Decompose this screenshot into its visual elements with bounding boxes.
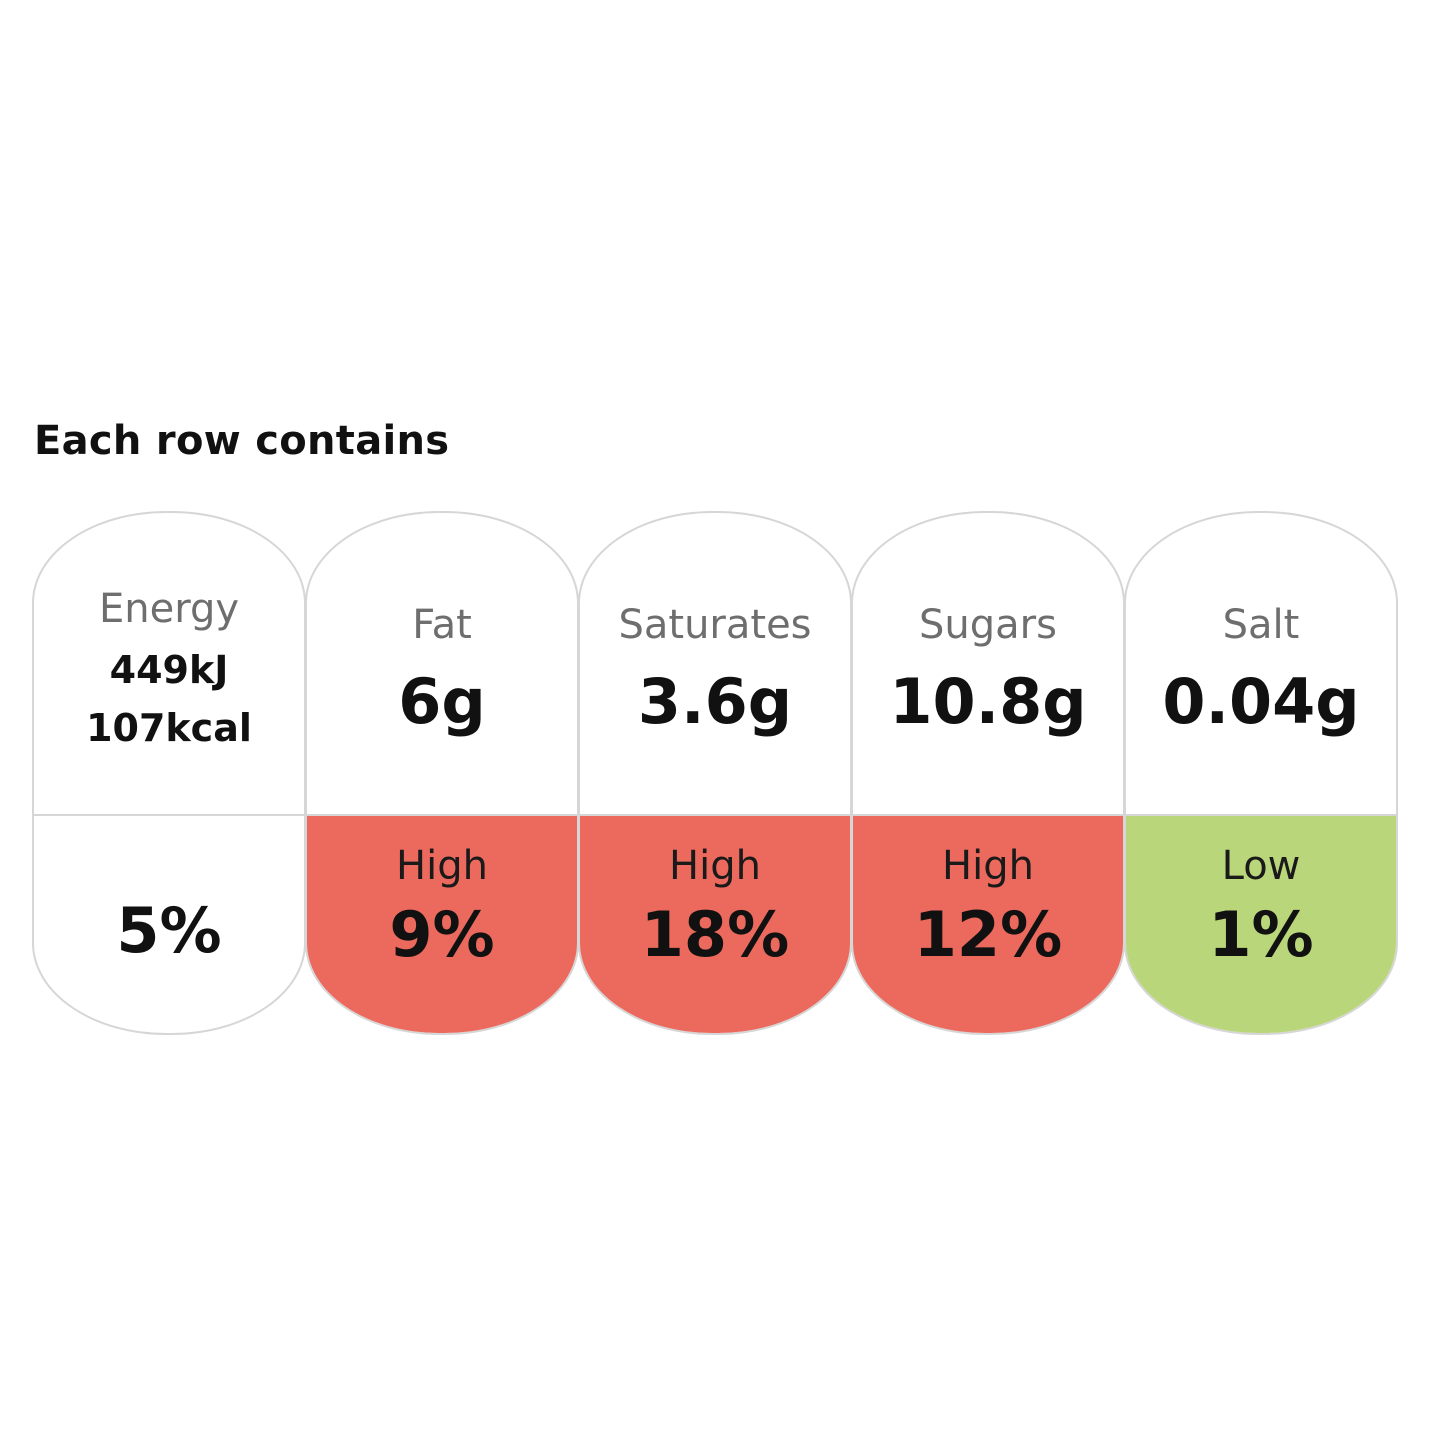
- saturates-top-section: Saturates 3.6g: [580, 513, 850, 816]
- fat-level-band: High 9%: [307, 816, 577, 1033]
- salt-top-section: Salt 0.04g: [1126, 513, 1396, 816]
- saturates-label: Saturates 3.6g High 18%: [578, 511, 852, 1035]
- salt-label: Salt 0.04g Low 1%: [1124, 511, 1398, 1035]
- salt-level-band: Low 1%: [1126, 816, 1396, 1033]
- fat-level: High: [396, 843, 488, 889]
- saturates-level-band: High 18%: [580, 816, 850, 1033]
- energy-kcal-value: 107kcal: [86, 706, 252, 750]
- sugars-name: Sugars: [919, 602, 1057, 648]
- energy-label: Energy 449kJ 107kcal 5%: [32, 511, 306, 1035]
- salt-amount: 0.04g: [1162, 665, 1360, 738]
- saturates-level: High: [669, 843, 761, 889]
- fat-ri-percent: 9%: [389, 898, 495, 971]
- energy-ri-percent: 5%: [116, 894, 222, 967]
- saturates-ri-percent: 18%: [640, 898, 790, 971]
- energy-kj-value: 449kJ: [109, 648, 229, 692]
- energy-top-section: Energy 449kJ 107kcal: [34, 513, 304, 816]
- fat-name: Fat: [412, 602, 472, 648]
- saturates-name: Saturates: [618, 602, 812, 648]
- sugars-ri-percent: 12%: [913, 898, 1063, 971]
- fat-top-section: Fat 6g: [307, 513, 577, 816]
- salt-level: Low: [1221, 843, 1301, 889]
- sugars-level: High: [942, 843, 1034, 889]
- salt-name: Salt: [1222, 602, 1300, 648]
- fat-amount: 6g: [398, 665, 486, 738]
- saturates-amount: 3.6g: [637, 665, 793, 738]
- energy-name: Energy: [98, 586, 240, 632]
- sugars-level-band: High 12%: [853, 816, 1123, 1033]
- sugars-top-section: Sugars 10.8g: [853, 513, 1123, 816]
- sugars-amount: 10.8g: [889, 665, 1087, 738]
- nutrition-traffic-light-labels: Energy 449kJ 107kcal 5% Fat 6g High 9% S…: [32, 511, 1398, 1035]
- page-title: Each row contains: [34, 418, 450, 464]
- fat-label: Fat 6g High 9%: [305, 511, 579, 1035]
- sugars-label: Sugars 10.8g High 12%: [851, 511, 1125, 1035]
- energy-bottom-section: 5%: [34, 816, 304, 1033]
- salt-ri-percent: 1%: [1208, 898, 1314, 971]
